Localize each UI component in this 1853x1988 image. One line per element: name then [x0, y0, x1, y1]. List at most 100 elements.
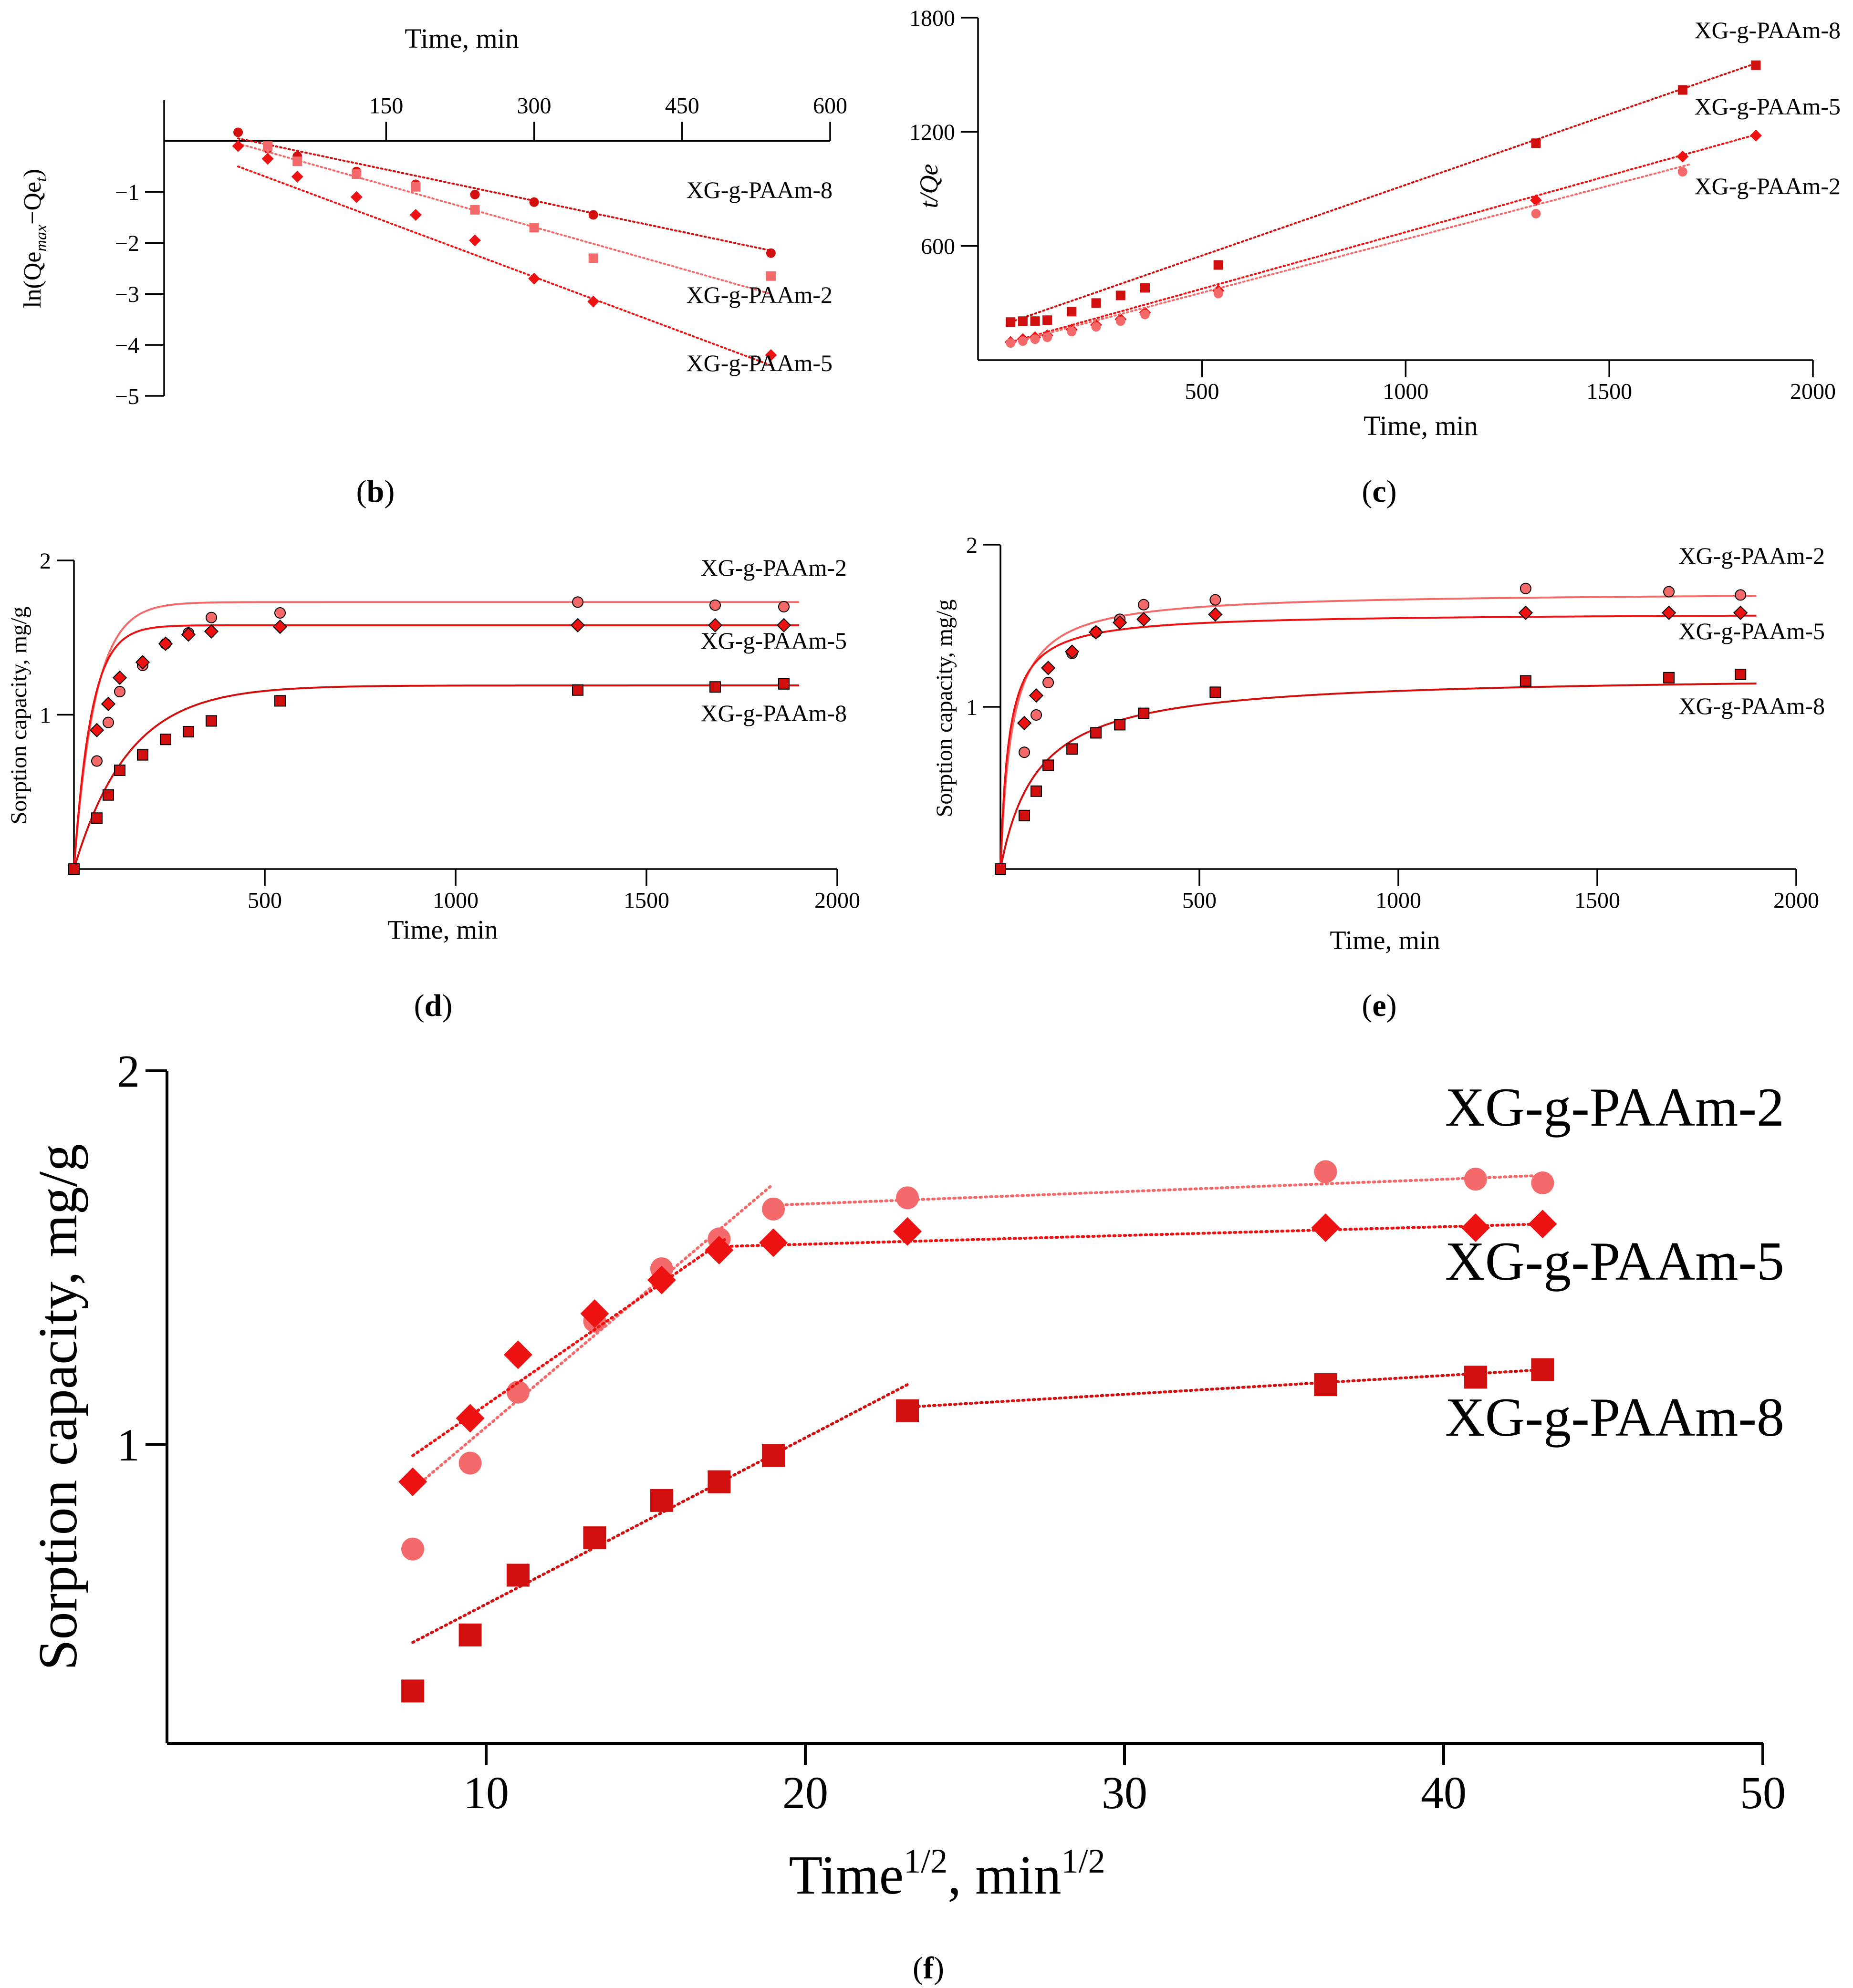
d-point-pam5 [570, 618, 585, 633]
c-point-pam2 [1213, 289, 1223, 299]
b-fit-line-pam2 [237, 142, 772, 295]
f-x-tick-label: 50 [1740, 1767, 1786, 1818]
d-panel-label: (d) [414, 988, 453, 1023]
e-x-tick-label: 1500 [1574, 888, 1620, 913]
d-point-pam2 [274, 607, 286, 619]
d-series-label-pam2: XG-g-PAAm-2 [701, 554, 847, 581]
d-point-pam5 [101, 696, 116, 712]
d-point-pam8 [68, 863, 80, 875]
c-point-pam8 [1091, 298, 1101, 308]
b-point-pam8 [766, 248, 776, 258]
chart-c: Time, min t/Qe (c) 500 1000 1500 2000 600 120… [909, 6, 1841, 509]
f-point-pam8 [708, 1470, 731, 1493]
f-point-pam8 [1531, 1358, 1554, 1381]
f-point-pam2 [1531, 1171, 1554, 1194]
f-x-tick-label: 30 [1102, 1767, 1147, 1818]
c-point-pam2 [1091, 322, 1101, 332]
d-point-pam8 [114, 764, 125, 776]
f-point-pam2 [1314, 1160, 1337, 1183]
f-point-pam5 [503, 1340, 532, 1369]
f-point-pam5 [1461, 1213, 1490, 1242]
chart-d: Time, min Sorption capacity, mg/g (d) 50… [6, 549, 860, 1023]
b-point-pam5 [350, 191, 363, 203]
c-point-pam5 [1676, 150, 1689, 163]
c-y-axis-label: t/Qe [915, 164, 943, 208]
d-point-pam2 [114, 685, 125, 697]
d-point-pam8 [160, 734, 171, 746]
e-point-pam2 [1019, 746, 1031, 758]
c-series-label-pam2: XG-g-PAAm-2 [1695, 173, 1841, 199]
c-y-tick-label: 600 [921, 234, 955, 259]
d-point-pam8 [91, 812, 103, 824]
d-point-pam5 [204, 624, 219, 639]
f-point-pam2 [1464, 1168, 1487, 1191]
b-fit-line-pam5 [237, 165, 772, 366]
e-y-tick-label: 2 [966, 533, 978, 558]
c-point-pam8 [1018, 316, 1028, 326]
c-point-pam2 [1042, 332, 1052, 342]
b-y-tick-label: −1 [115, 180, 139, 205]
b-point-pam8 [529, 197, 539, 207]
d-point-pam5 [708, 618, 723, 633]
b-point-pam5 [232, 140, 244, 152]
b-point-pam5 [261, 153, 274, 165]
f-point-pam8 [650, 1489, 673, 1512]
b-point-pam2 [470, 205, 480, 215]
f-fit-line-pam8 [906, 1368, 1544, 1408]
c-point-pam8 [1115, 290, 1125, 300]
b-fit-line-pam8 [237, 137, 772, 252]
b-point-pam8 [233, 127, 243, 137]
c-panel-label: (c) [1362, 474, 1396, 509]
e-y-tick-label: 1 [966, 695, 978, 720]
c-point-pam8 [1067, 307, 1077, 317]
c-series-label-pam5: XG-g-PAAm-5 [1695, 93, 1841, 120]
d-point-pam8 [206, 715, 217, 727]
f-point-pam8 [506, 1563, 530, 1587]
f-x-axis-label: Time1/2, min1/2 [789, 1842, 1105, 1906]
e-point-pam2 [1042, 677, 1054, 688]
f-x-tick-label: 20 [782, 1767, 828, 1818]
b-panel-label: (b) [356, 474, 395, 509]
d-point-pam5 [776, 618, 791, 633]
e-x-axis-label: Time, min [1330, 926, 1440, 955]
b-point-pam2 [411, 182, 421, 192]
e-point-pam8 [995, 863, 1006, 875]
c-point-pam2 [1115, 316, 1125, 326]
c-point-pam2 [1067, 327, 1077, 337]
f-point-pam5 [705, 1236, 734, 1264]
e-point-pam8 [1019, 809, 1031, 821]
c-point-pam2 [1140, 310, 1150, 320]
c-point-pam8 [1006, 317, 1016, 327]
e-point-pam5 [1661, 605, 1676, 620]
b-y-axis-label: ln(Qemax−Qet) [19, 169, 50, 308]
b-x-tick-label: 600 [813, 93, 847, 119]
e-point-pam8 [1520, 675, 1531, 687]
e-point-pam5 [1029, 688, 1044, 703]
f-point-pam2 [896, 1186, 919, 1210]
b-y-tick-label: −4 [115, 333, 139, 358]
b-point-pam8 [588, 210, 598, 220]
d-point-pam5 [181, 627, 196, 642]
e-fit-curve-pam5 [999, 614, 1757, 870]
e-point-pam5 [1518, 605, 1533, 620]
c-point-pam8 [1677, 85, 1687, 95]
e-x-tick-label: 1000 [1375, 888, 1421, 913]
c-y-tick-label: 1200 [909, 120, 955, 145]
f-point-pam5 [1311, 1213, 1340, 1242]
f-point-pam5 [759, 1228, 788, 1257]
f-fit-line-pam2 [769, 1174, 1544, 1207]
b-point-pam2 [352, 169, 362, 179]
e-point-pam2 [1663, 586, 1675, 598]
d-point-pam8 [103, 789, 114, 801]
c-point-pam5 [1749, 129, 1762, 142]
f-x-tick-label: 10 [463, 1767, 509, 1818]
e-point-pam5 [1136, 612, 1151, 627]
e-point-pam2 [1138, 599, 1150, 611]
d-point-pam8 [572, 684, 583, 696]
e-point-pam8 [1090, 727, 1102, 739]
c-point-pam2 [1030, 334, 1040, 344]
e-fit-curve-pam2 [999, 595, 1757, 870]
e-point-pam2 [1735, 589, 1747, 601]
d-point-pam2 [709, 599, 721, 611]
